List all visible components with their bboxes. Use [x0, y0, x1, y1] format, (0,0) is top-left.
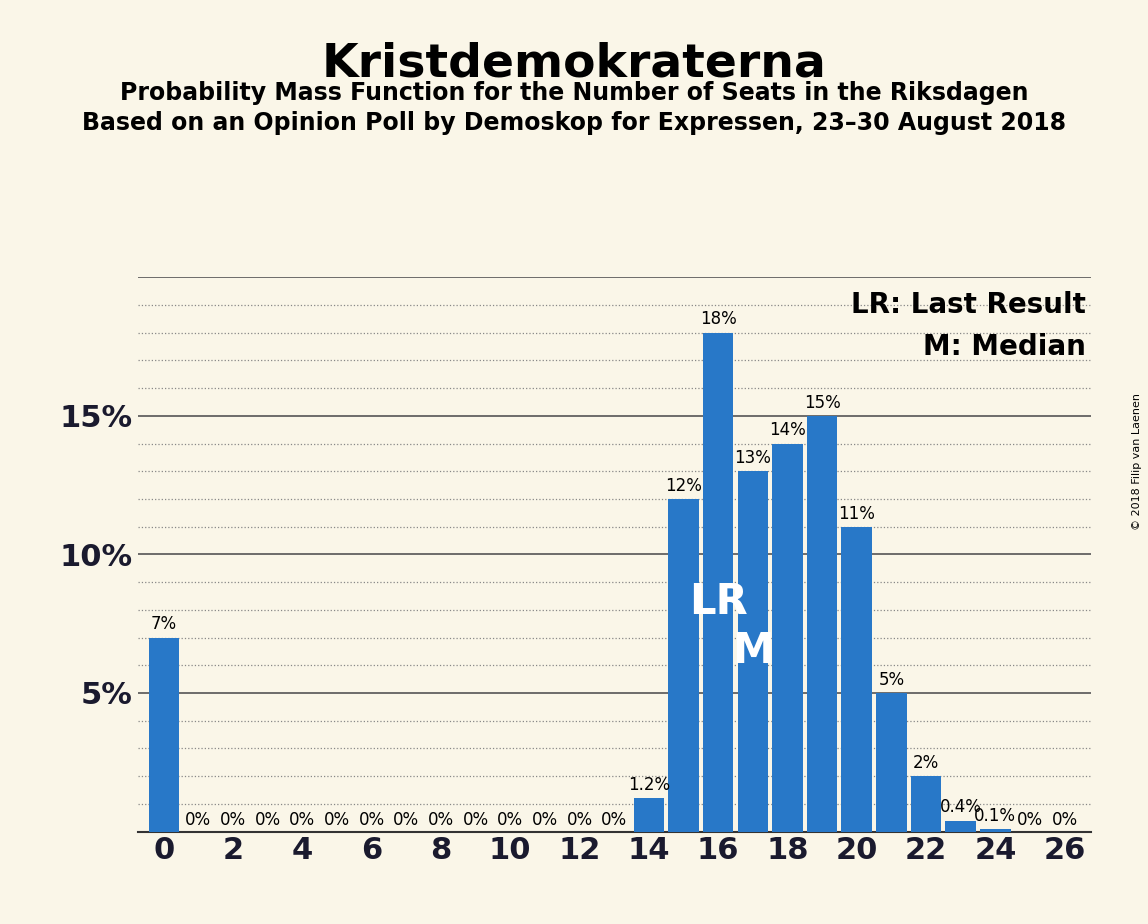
Bar — [876, 693, 907, 832]
Text: 0%: 0% — [532, 811, 558, 830]
Text: 12%: 12% — [665, 477, 701, 495]
Text: LR: Last Result: LR: Last Result — [851, 291, 1086, 319]
Bar — [841, 527, 872, 832]
Text: 18%: 18% — [700, 310, 737, 328]
Text: 5%: 5% — [878, 671, 905, 689]
Text: Kristdemokraterna: Kristdemokraterna — [321, 42, 827, 87]
Text: 1.2%: 1.2% — [628, 776, 670, 794]
Text: 0%: 0% — [463, 811, 489, 830]
Text: M: M — [732, 630, 774, 673]
Text: M: Median: M: Median — [923, 333, 1086, 360]
Text: © 2018 Filip van Laenen: © 2018 Filip van Laenen — [1132, 394, 1142, 530]
Bar — [773, 444, 802, 832]
Bar — [668, 499, 699, 832]
Text: 11%: 11% — [838, 505, 875, 522]
Text: 0%: 0% — [566, 811, 592, 830]
Text: Probability Mass Function for the Number of Seats in the Riksdagen: Probability Mass Function for the Number… — [119, 81, 1029, 105]
Bar — [148, 638, 179, 832]
Text: 0%: 0% — [185, 811, 211, 830]
Bar — [703, 333, 734, 832]
Text: 0.1%: 0.1% — [975, 807, 1016, 824]
Text: 0%: 0% — [289, 811, 316, 830]
Bar — [910, 776, 941, 832]
Text: 0%: 0% — [1052, 811, 1078, 830]
Bar — [980, 829, 1010, 832]
Text: 0%: 0% — [255, 811, 281, 830]
Text: 0%: 0% — [428, 811, 453, 830]
Text: LR: LR — [689, 581, 747, 623]
Bar — [807, 416, 837, 832]
Bar — [946, 821, 976, 832]
Text: 0%: 0% — [394, 811, 419, 830]
Text: 14%: 14% — [769, 421, 806, 439]
Text: 2%: 2% — [913, 754, 939, 772]
Bar — [737, 471, 768, 832]
Text: 15%: 15% — [804, 394, 840, 412]
Bar — [634, 798, 664, 832]
Text: 0%: 0% — [497, 811, 523, 830]
Text: 0%: 0% — [602, 811, 627, 830]
Text: Based on an Opinion Poll by Demoskop for Expressen, 23–30 August 2018: Based on an Opinion Poll by Demoskop for… — [82, 111, 1066, 135]
Text: 0%: 0% — [358, 811, 385, 830]
Text: 7%: 7% — [150, 615, 177, 634]
Text: 0.4%: 0.4% — [940, 798, 982, 817]
Text: 0%: 0% — [1017, 811, 1044, 830]
Text: 0%: 0% — [324, 811, 350, 830]
Text: 13%: 13% — [735, 449, 771, 468]
Text: 0%: 0% — [220, 811, 246, 830]
